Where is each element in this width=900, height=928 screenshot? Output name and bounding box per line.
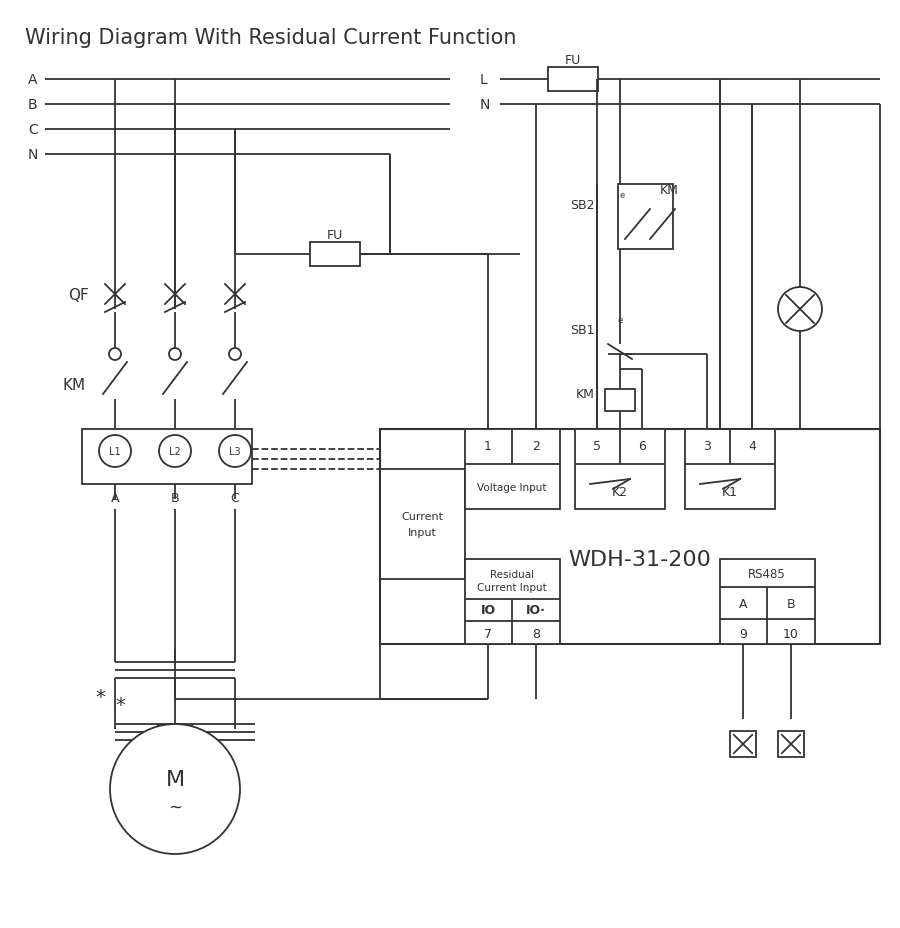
Text: C: C [230, 491, 239, 504]
Circle shape [110, 724, 240, 854]
Text: e: e [618, 316, 623, 324]
Text: A: A [111, 491, 119, 504]
Text: ~: ~ [168, 798, 182, 816]
Circle shape [219, 435, 251, 468]
Text: Current: Current [401, 511, 443, 522]
Text: A: A [739, 598, 747, 611]
Text: K1: K1 [722, 485, 738, 498]
Bar [380, 430, 880, 644]
Text: KM: KM [576, 388, 595, 401]
Text: B: B [28, 97, 38, 112]
Text: B: B [171, 491, 179, 504]
Text: SB2: SB2 [571, 199, 595, 212]
Text: M: M [166, 769, 184, 789]
Text: IO·: IO· [526, 603, 546, 616]
Text: 3: 3 [703, 440, 711, 453]
Text: N: N [28, 148, 39, 161]
Text: *: * [115, 695, 125, 714]
Text: RS485: RS485 [748, 568, 786, 581]
Text: L: L [480, 73, 488, 87]
Text: 7: 7 [484, 626, 492, 639]
Text: 9: 9 [739, 626, 747, 639]
Bar [310, 243, 360, 266]
Text: N: N [480, 97, 491, 112]
Text: KM: KM [62, 377, 86, 392]
Text: Voltage Input: Voltage Input [477, 483, 547, 493]
Bar [618, 185, 673, 250]
Circle shape [778, 288, 822, 331]
Circle shape [99, 435, 131, 468]
Text: 1: 1 [484, 440, 492, 453]
Bar [605, 390, 635, 411]
Bar [685, 430, 775, 509]
Text: 10: 10 [783, 626, 799, 639]
Text: 6: 6 [638, 440, 646, 453]
Text: C: C [28, 122, 38, 136]
Text: 5: 5 [593, 440, 601, 453]
Bar [465, 560, 560, 644]
Text: WDH-31-200: WDH-31-200 [569, 549, 711, 570]
Text: Input: Input [408, 527, 436, 537]
Text: FU: FU [327, 228, 343, 241]
Text: e: e [620, 190, 625, 200]
Text: Residual: Residual [490, 570, 534, 579]
Text: L3: L3 [230, 446, 241, 457]
Bar [575, 430, 665, 509]
Bar [778, 731, 804, 757]
Text: Current Input: Current Input [477, 583, 547, 592]
Bar [720, 560, 815, 644]
Text: QF: QF [68, 287, 89, 303]
Text: L2: L2 [169, 446, 181, 457]
Text: A: A [28, 73, 38, 87]
Text: K2: K2 [612, 485, 628, 498]
Bar [380, 470, 465, 579]
Text: B: B [787, 598, 796, 611]
Circle shape [159, 435, 191, 468]
Text: L1: L1 [109, 446, 121, 457]
Circle shape [169, 349, 181, 361]
Bar [82, 430, 252, 484]
Text: FU: FU [565, 54, 581, 67]
Bar [730, 731, 756, 757]
Text: 4: 4 [748, 440, 756, 453]
Text: 2: 2 [532, 440, 540, 453]
Circle shape [109, 349, 121, 361]
Text: *: * [95, 688, 105, 707]
Text: 8: 8 [532, 626, 540, 639]
Bar [465, 430, 560, 509]
Text: Wiring Diagram With Residual Current Function: Wiring Diagram With Residual Current Fun… [25, 28, 517, 48]
Text: KM: KM [660, 184, 679, 197]
Circle shape [229, 349, 241, 361]
Text: IO: IO [481, 603, 496, 616]
Bar [548, 68, 598, 92]
Text: SB1: SB1 [571, 323, 595, 336]
